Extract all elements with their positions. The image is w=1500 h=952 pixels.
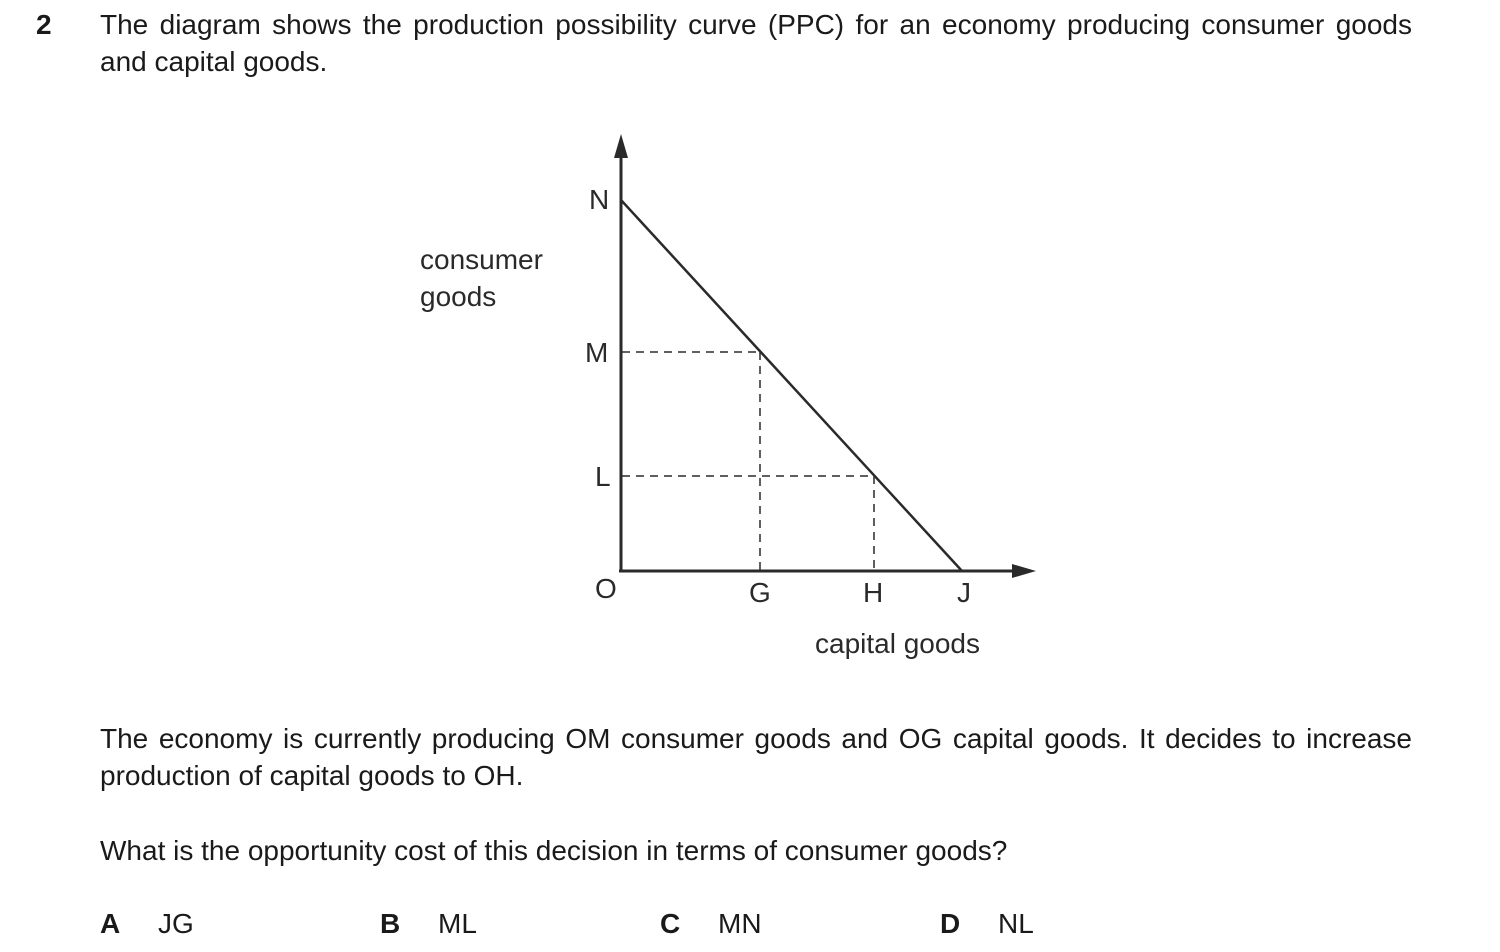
question-prompt: What is the opportunity cost of this dec…	[100, 835, 1008, 866]
option-a-text: JG	[158, 908, 194, 939]
scenario-paragraph: The economy is currently producing OM co…	[100, 723, 1412, 791]
option-a[interactable]: A JG	[100, 906, 194, 942]
label-h: H	[863, 577, 883, 608]
x-axis-label: capital goods	[815, 628, 980, 659]
option-b[interactable]: B ML	[380, 906, 477, 942]
option-b-letter: B	[380, 908, 401, 939]
option-d[interactable]: D NL	[940, 906, 1034, 942]
label-m: M	[585, 337, 608, 368]
label-n: N	[589, 184, 609, 215]
option-a-letter: A	[100, 908, 121, 939]
option-d-letter: D	[940, 908, 961, 939]
label-l: L	[595, 461, 611, 492]
label-j: J	[957, 577, 971, 608]
option-d-text: NL	[998, 908, 1034, 939]
question-stem: The diagram shows the production possibi…	[100, 9, 1412, 77]
y-axis-label-line1: consumer	[420, 244, 543, 275]
question-number: 2	[36, 9, 52, 40]
label-origin: O	[595, 573, 617, 604]
y-axis-label-line2: goods	[420, 281, 496, 312]
y-axis-arrowhead	[614, 134, 628, 158]
x-axis-arrowhead	[1012, 564, 1036, 578]
option-c-letter: C	[660, 908, 681, 939]
option-b-text: ML	[438, 908, 477, 939]
option-c-text: MN	[718, 908, 762, 939]
ppc-diagram: consumer goods N M L O G H J capital goo…	[420, 134, 1036, 659]
ppc-curve	[620, 199, 963, 572]
label-g: G	[749, 577, 771, 608]
option-c[interactable]: C MN	[660, 906, 762, 942]
